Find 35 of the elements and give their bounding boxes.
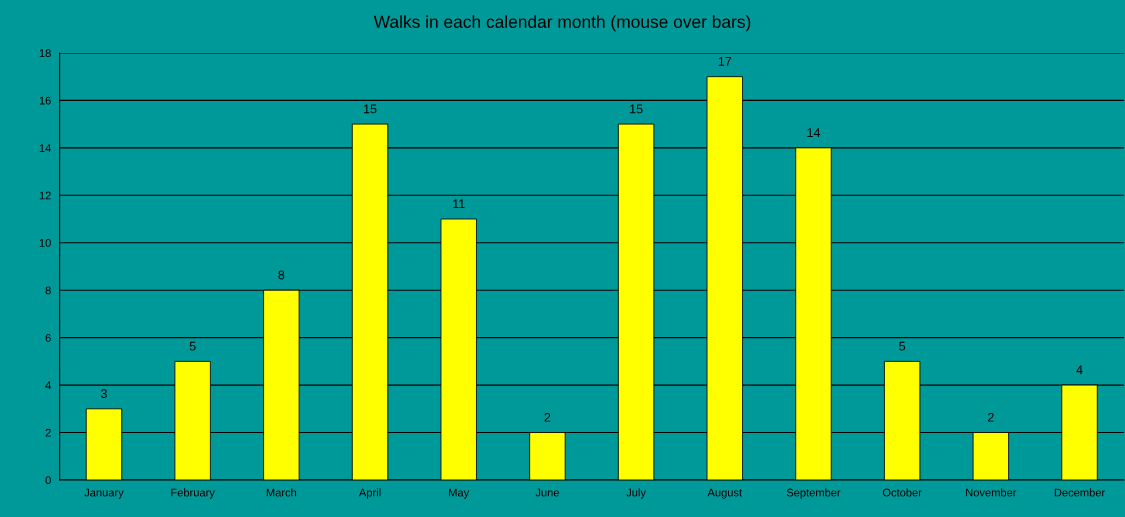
y-tick-label: 2 <box>45 428 51 437</box>
x-tick-label: September <box>786 488 841 499</box>
x-tick-label: November <box>966 488 1017 497</box>
data-label: 15 <box>630 104 643 114</box>
y-tick-label: 0 <box>45 476 51 485</box>
x-tick-label: February <box>171 488 215 499</box>
chart-title: Walks in each calendar month (mouse over bars) <box>373 15 751 32</box>
data-label: 2 <box>988 412 994 422</box>
data-label: 8 <box>278 270 285 280</box>
data-label: 5 <box>189 341 196 351</box>
y-tick-label: 12 <box>39 191 51 200</box>
data-label: 3 <box>100 389 107 399</box>
y-tick-label: 10 <box>39 239 51 247</box>
y-tick-label: 4 <box>45 381 51 390</box>
data-label: 11 <box>453 199 465 209</box>
data-label: 2 <box>544 412 551 422</box>
x-tick-label: August <box>707 488 742 499</box>
data-label: 5 <box>899 341 906 351</box>
data-label: 15 <box>364 104 377 114</box>
y-tick-label: 8 <box>45 286 51 295</box>
y-tick-label: 6 <box>45 333 51 342</box>
data-label: 4 <box>1076 365 1083 375</box>
y-tick-label: 14 <box>39 144 51 152</box>
x-tick-label: June <box>535 488 559 497</box>
x-tick-label: April <box>358 488 381 499</box>
x-tick-label: January <box>84 488 124 499</box>
y-tick-label: 18 <box>39 49 51 58</box>
data-label: 17 <box>718 57 732 66</box>
x-tick-label: May <box>449 488 470 499</box>
x-tick-label: July <box>626 488 646 499</box>
x-tick-label: December <box>1054 488 1105 497</box>
x-tick-label: March <box>266 488 297 497</box>
y-tick-label: 16 <box>39 96 51 105</box>
data-label: 14 <box>807 128 821 137</box>
x-tick-label: October <box>882 488 922 497</box>
